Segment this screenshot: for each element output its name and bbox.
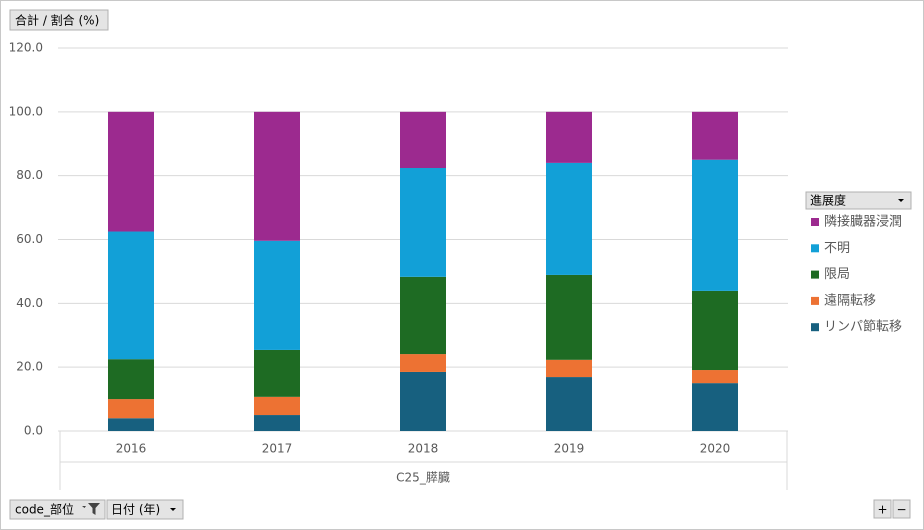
legend-field-button[interactable] (805, 191, 912, 210)
bar-segment (692, 370, 738, 384)
dropdown-icon (170, 508, 176, 511)
bar-segment (254, 349, 300, 397)
bar-segment (400, 354, 446, 372)
bar-segment (108, 399, 154, 419)
bar-segment (254, 396, 300, 416)
legend-swatch (811, 323, 819, 332)
y-tick-label: 20.0 (16, 360, 43, 374)
bar-segment (546, 111, 592, 163)
legend-label: 遠隔転移 (824, 293, 876, 308)
bar-segment (400, 276, 446, 355)
zoom-label: + (877, 503, 887, 517)
y-tick-label: 120.0 (9, 41, 43, 55)
filter-label: code_部位 (15, 502, 74, 517)
legend-label: 隣接臓器浸潤 (824, 214, 902, 230)
y-tick-label: 80.0 (16, 168, 43, 182)
x-tick-label: 2020 (700, 442, 731, 456)
zoom-label: − (896, 503, 906, 517)
dropdown-icon (898, 199, 904, 202)
bar-segment (254, 111, 300, 241)
bar-segment (692, 383, 738, 431)
legend-label: リンパ節転移 (824, 320, 902, 335)
legend-swatch (811, 244, 819, 253)
filter-label: 日付 (年) (111, 503, 160, 517)
x-tick-label: 2018 (408, 442, 439, 456)
x-tick-label: 2017 (262, 442, 293, 456)
x-tick-label: 2016 (116, 442, 147, 456)
bar-segment (254, 240, 300, 350)
bar-segment (692, 290, 738, 371)
zoom-button[interactable] (873, 499, 892, 519)
group-label: C25_膵臓 (396, 471, 450, 485)
bar-segment (546, 359, 592, 378)
zoom-button[interactable] (892, 499, 911, 519)
legend-swatch (811, 296, 819, 305)
bar-segment (254, 415, 300, 431)
bar-segment (546, 274, 592, 360)
bar-segment (108, 231, 154, 360)
x-tick-label: 2019 (554, 442, 585, 456)
bar-segment (400, 371, 446, 431)
value-field-label: 合計 / 割合 (%) (15, 13, 99, 28)
legend-label: 不明 (824, 241, 850, 256)
bar-segment (108, 359, 154, 400)
filter-icon (82, 503, 100, 515)
legend-title: 進展度 (810, 193, 846, 208)
bar-segment (400, 168, 446, 277)
bar-segment (692, 111, 738, 160)
legend-label: 限局 (824, 267, 850, 282)
y-tick-label: 60.0 (16, 232, 43, 246)
bar-segment (108, 418, 154, 431)
filter-button[interactable] (106, 499, 184, 520)
y-tick-label: 40.0 (16, 296, 43, 310)
legend-swatch (811, 218, 819, 226)
bar-segment (400, 111, 446, 169)
bar-segment (546, 377, 592, 431)
filter-button[interactable] (9, 499, 106, 520)
bar-segment (108, 111, 154, 232)
y-tick-label: 0.0 (24, 424, 43, 438)
bar-segment (546, 162, 592, 275)
bar-segment (692, 159, 738, 291)
value-field-button[interactable] (9, 9, 109, 31)
legend-swatch (811, 270, 819, 279)
y-tick-label: 100.0 (9, 104, 43, 118)
